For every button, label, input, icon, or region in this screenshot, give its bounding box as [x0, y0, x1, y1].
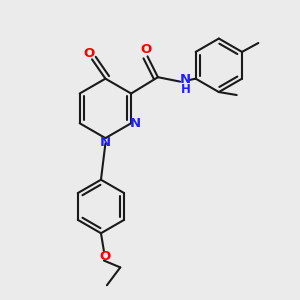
Text: N: N	[100, 136, 111, 149]
Text: O: O	[83, 47, 95, 60]
Text: N: N	[130, 117, 141, 130]
Text: O: O	[140, 43, 152, 56]
Text: O: O	[100, 250, 111, 263]
Text: H: H	[181, 82, 190, 96]
Text: N: N	[180, 73, 191, 86]
